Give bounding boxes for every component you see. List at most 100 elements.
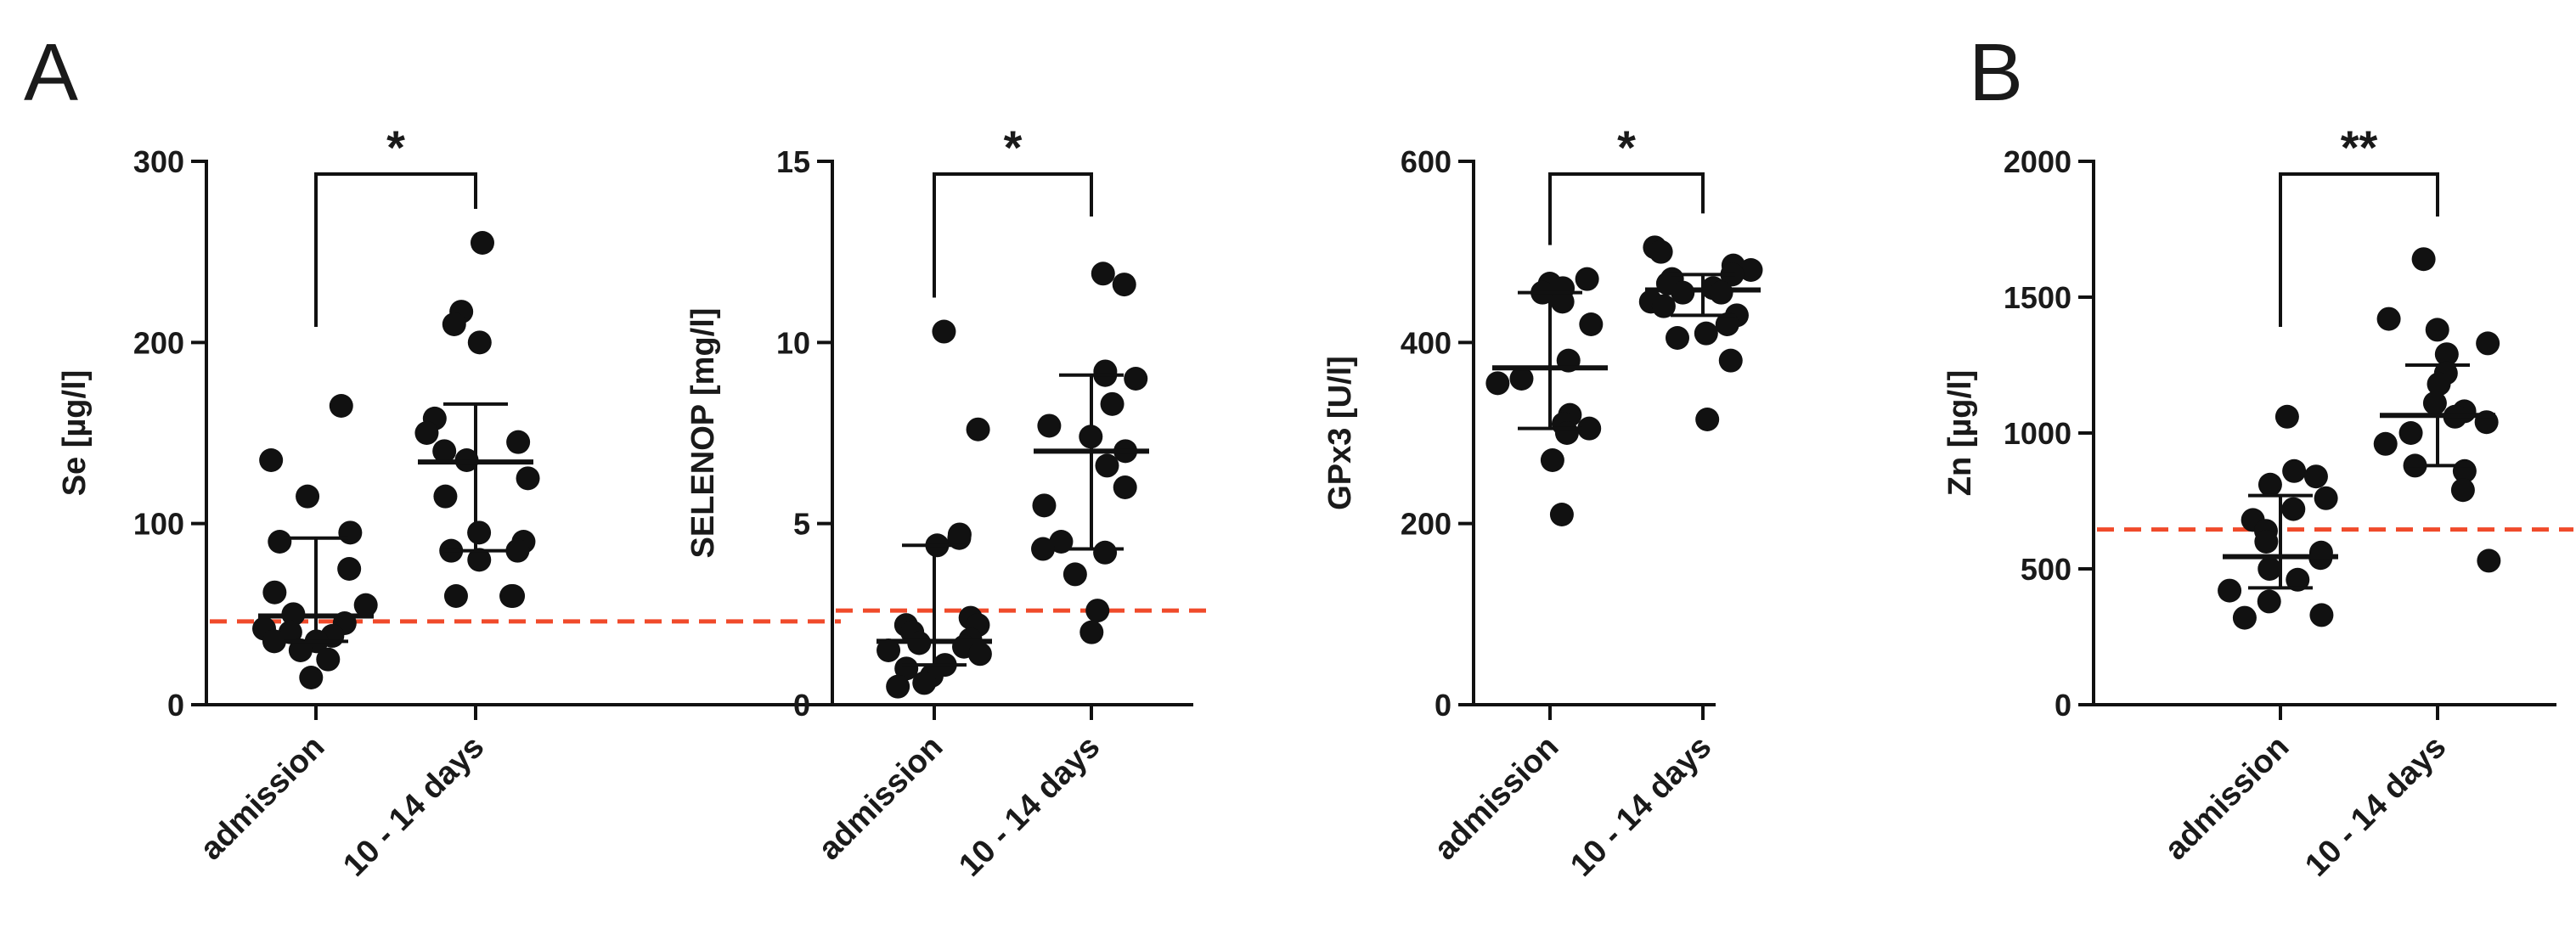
data-point <box>268 530 292 554</box>
data-point <box>338 520 363 545</box>
data-point <box>467 330 492 355</box>
data-point <box>470 231 494 255</box>
data-point <box>2258 472 2282 497</box>
panel-letter-a: A <box>24 27 78 118</box>
y-tick-label: 1000 <box>2004 416 2072 451</box>
significance-bracket <box>933 172 1093 298</box>
data-point <box>932 319 956 344</box>
data-point <box>2281 497 2306 521</box>
data-point <box>1095 453 1119 478</box>
data-point <box>2476 331 2500 356</box>
y-tick-label: 15 <box>776 144 810 179</box>
data-point <box>1540 448 1564 472</box>
data-point <box>1575 267 1599 291</box>
data-point <box>1550 290 1575 314</box>
y-tick-label: 300 <box>133 144 184 179</box>
y-tick-label: 0 <box>1435 688 1451 723</box>
data-point <box>1671 280 1695 305</box>
chart-4: 0 500 1000 1500 2000 Zn [µg/l] admission 10 - 1… <box>1942 121 2573 884</box>
data-point <box>1651 294 1676 318</box>
panel-letter-b: B <box>1969 27 2023 118</box>
y-tick-label: 10 <box>776 325 810 360</box>
data-point <box>2303 464 2328 489</box>
data-point <box>353 593 378 617</box>
data-point <box>262 580 287 605</box>
data-point <box>329 394 353 418</box>
y-tick-label: 500 <box>2021 552 2072 587</box>
data-point <box>1031 537 1056 561</box>
y-tick-label: 0 <box>2055 688 2072 723</box>
data-point <box>2309 603 2334 627</box>
y-tick-label: 600 <box>1401 144 1451 179</box>
x-category-label: admission <box>812 729 950 868</box>
data-point <box>1549 503 1574 526</box>
significance-label: * <box>1004 121 1023 174</box>
significance-label: * <box>386 121 405 174</box>
data-point <box>877 638 901 662</box>
data-point <box>2274 404 2299 429</box>
chart-2: 0 5 10 15 SELENOP [mg/l] admission 10 - 14 day… <box>685 121 1210 884</box>
significance-label: * <box>1617 121 1636 174</box>
data-point <box>1063 562 1087 587</box>
y-tick-label: 100 <box>133 507 184 542</box>
data-point <box>1694 321 1718 346</box>
significance-bracket <box>314 172 477 327</box>
y-tick-label: 5 <box>793 507 810 542</box>
data-point <box>2398 421 2423 445</box>
data-point <box>1037 413 1062 438</box>
data-point <box>467 520 492 545</box>
significance-label: ** <box>2341 121 2378 174</box>
data-point <box>2286 567 2310 592</box>
y-tick-label: 200 <box>1401 507 1451 542</box>
data-point <box>296 484 320 509</box>
data-point <box>2258 557 2282 581</box>
x-category-label: 10 - 14 days <box>336 729 491 884</box>
data-point <box>966 417 990 442</box>
data-point <box>2425 318 2449 342</box>
data-point <box>432 439 457 464</box>
data-point <box>337 557 362 581</box>
data-point <box>414 421 439 445</box>
data-point <box>1093 540 1118 565</box>
significance-bracket <box>1548 172 1705 245</box>
data-point <box>1695 408 1720 431</box>
data-point <box>1124 367 1148 391</box>
data-point <box>1112 273 1136 297</box>
data-point <box>1577 416 1602 441</box>
data-point <box>443 584 468 608</box>
data-point <box>259 448 284 472</box>
data-point <box>1079 620 1104 644</box>
data-point <box>967 642 992 667</box>
y-tick-label: 2000 <box>2004 144 2072 179</box>
data-point <box>2254 530 2279 554</box>
data-point <box>1100 391 1125 416</box>
data-point <box>1085 599 1110 623</box>
data-point <box>1665 326 1689 350</box>
data-point <box>1579 312 1604 336</box>
data-point <box>2232 605 2257 630</box>
x-category-label: 10 - 14 days <box>2298 729 2453 884</box>
significance-bracket <box>2279 172 2439 327</box>
data-point <box>2422 391 2447 415</box>
data-point <box>1032 493 1057 518</box>
data-point <box>1485 371 1510 396</box>
data-point <box>2411 247 2436 272</box>
data-point <box>2373 431 2398 456</box>
data-point <box>894 656 919 681</box>
x-category-label: admission <box>2158 729 2297 868</box>
data-point <box>1554 421 1579 445</box>
data-point <box>288 638 313 662</box>
data-point <box>1113 475 1137 499</box>
y-axis-label: SELENOP [mg/l] <box>685 308 721 559</box>
data-point <box>1718 348 1743 373</box>
y-axis-label: GPx3 [U/l] <box>1322 356 1358 510</box>
data-point <box>2434 342 2459 367</box>
data-point <box>2218 578 2242 603</box>
data-point <box>299 666 324 689</box>
data-point <box>1739 258 1763 282</box>
y-tick-label: 200 <box>133 325 184 360</box>
